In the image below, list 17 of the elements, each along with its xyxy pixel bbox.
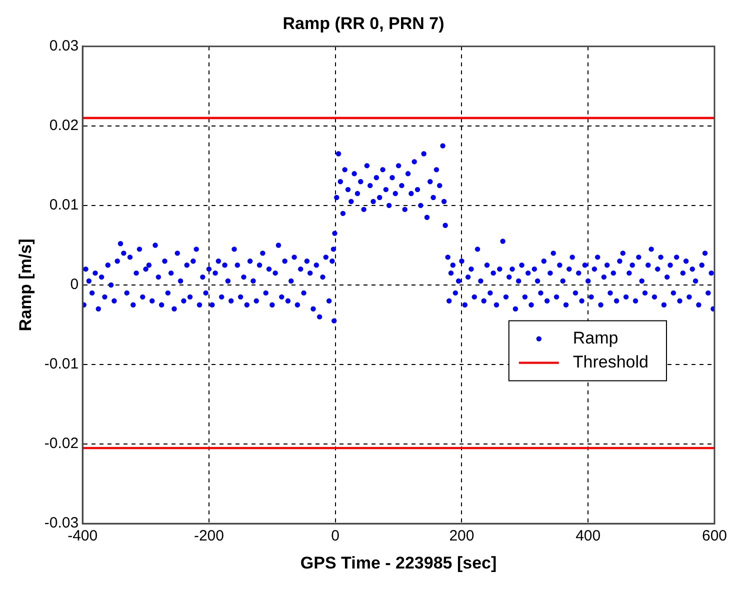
x-tick-label: 600	[702, 528, 727, 545]
y-tick-label: 0.01	[49, 196, 79, 214]
y-tick-label: 0.02	[49, 117, 79, 134]
x-axis-title: GPS Time - 223985 [sec]	[300, 553, 497, 572]
x-tick-label: 0	[331, 528, 340, 545]
legend-label: Threshold	[572, 352, 648, 372]
y-tick-label: -0.01	[44, 356, 79, 373]
y-axis-title: Ramp [m/s]	[16, 238, 35, 332]
x-tick-label: -200	[194, 528, 224, 545]
chart-title: Ramp (RR 0, PRN 7)	[282, 14, 444, 33]
x-tick-label: -400	[68, 528, 98, 545]
legend-label: Ramp	[572, 328, 618, 348]
x-tick-label: 200	[449, 528, 474, 545]
y-tick-label: 0	[70, 276, 79, 294]
y-tick-label: -0.02	[44, 435, 79, 452]
y-tick-label: 0.03	[49, 38, 79, 55]
x-tick-label: 400	[576, 528, 601, 545]
